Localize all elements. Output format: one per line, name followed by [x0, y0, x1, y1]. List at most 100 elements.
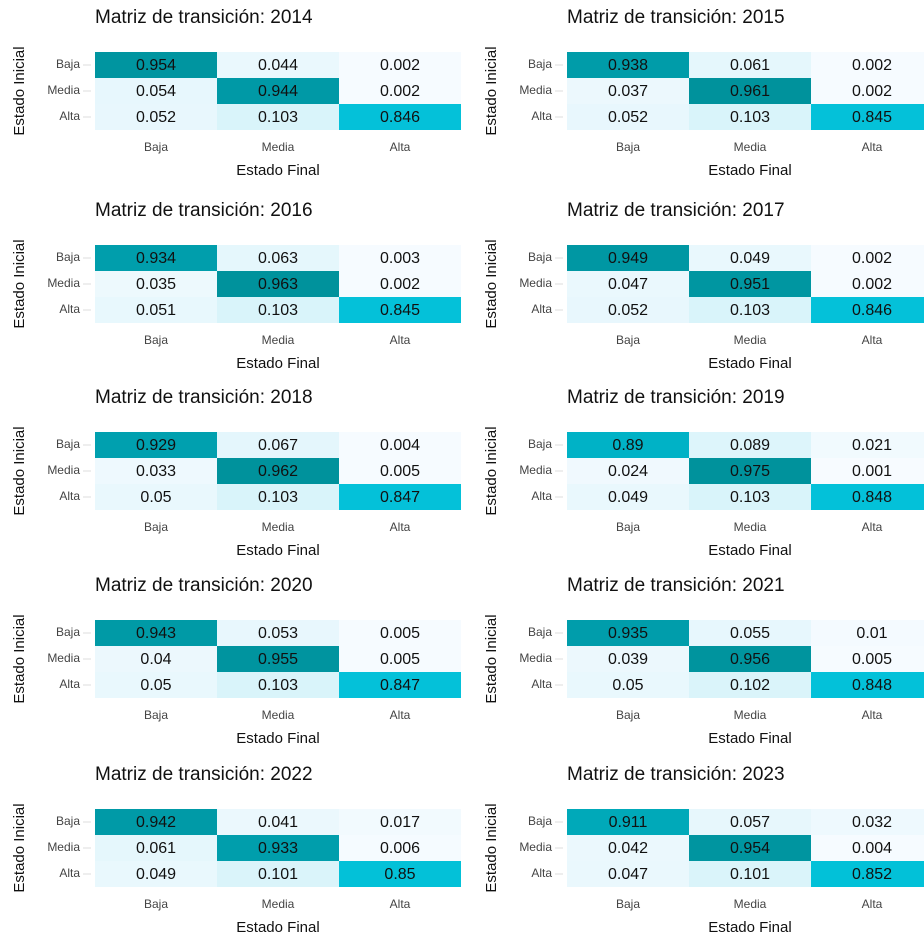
cell-value: 0.006 [380, 840, 420, 857]
panel: Matriz de transición: 2016 Estado Inicial… [11, 200, 461, 372]
y-tick-label: Alta [531, 489, 552, 503]
cell-value: 0.101 [730, 866, 770, 883]
cell [811, 52, 924, 78]
cell-value: 0.103 [730, 489, 770, 506]
x-tick-label: Baja [144, 708, 168, 722]
cell [811, 458, 924, 484]
cell [689, 271, 811, 297]
cell-value: 0.052 [608, 302, 648, 319]
y-tick-label: Alta [531, 302, 552, 316]
x-tick-label: Alta [390, 520, 411, 534]
x-tick-label: Media [734, 897, 767, 911]
panel: Matriz de transición: 2021 Estado Inicial… [483, 575, 924, 747]
cell [689, 620, 811, 646]
cell [339, 835, 461, 861]
cell [567, 78, 689, 104]
x-tick-label: Media [734, 708, 767, 722]
cell [811, 835, 924, 861]
y-tick-label: Alta [59, 302, 80, 316]
cell-value: 0.102 [730, 677, 770, 694]
cell-value: 0.052 [608, 109, 648, 126]
cell-value: 0.002 [380, 83, 420, 100]
cell-value: 0.049 [136, 866, 176, 883]
cell-value: 0.054 [136, 83, 176, 100]
y-tick-label: Baja [528, 57, 552, 71]
cell [95, 809, 217, 835]
x-tick-label: Alta [390, 140, 411, 154]
panel-title: Matriz de transición: 2017 [567, 200, 785, 221]
cell [811, 432, 924, 458]
cell-value: 0.057 [730, 814, 770, 831]
panel-title: Matriz de transición: 2023 [567, 764, 785, 785]
cell [689, 861, 811, 887]
y-tick-label: Baja [56, 814, 80, 828]
x-tick-label: Media [262, 140, 295, 154]
x-axis-label: Estado Final [708, 919, 791, 933]
cell-value: 0.04 [140, 651, 171, 668]
cell-value: 0.962 [258, 463, 298, 480]
cell-value: 0.049 [730, 250, 770, 267]
cell [217, 809, 339, 835]
x-tick-label: Media [734, 333, 767, 347]
cell-value: 0.024 [608, 463, 648, 480]
cell-value: 0.956 [730, 651, 770, 668]
cell-value: 0.847 [380, 677, 420, 694]
panel-title: Matriz de transición: 2021 [567, 575, 785, 596]
cell-value: 0.033 [136, 463, 176, 480]
cell-value: 0.847 [380, 489, 420, 506]
cell [567, 432, 689, 458]
cell-value: 0.005 [380, 625, 420, 642]
y-tick-label: Baja [528, 625, 552, 639]
x-tick-label: Baja [616, 708, 640, 722]
y-tick-label: Baja [528, 250, 552, 264]
cell [811, 78, 924, 104]
cell-value: 0.845 [380, 302, 420, 319]
x-axis-label: Estado Final [708, 355, 791, 372]
cell-value: 0.044 [258, 57, 298, 74]
cell [339, 861, 461, 887]
cell-value: 0.103 [258, 489, 298, 506]
x-axis-label: Estado Final [708, 730, 791, 747]
cell-value: 0.934 [136, 250, 176, 267]
cell [339, 271, 461, 297]
cell [217, 297, 339, 323]
x-tick-label: Media [262, 520, 295, 534]
panel: Matriz de transición: 2018 Estado Inicial… [11, 387, 461, 559]
panel: Matriz de transición: 2023 Estado Inicial… [483, 764, 924, 933]
cell-value: 0.005 [852, 651, 892, 668]
cell-value: 0.103 [730, 109, 770, 126]
cell [567, 458, 689, 484]
x-tick-label: Media [262, 333, 295, 347]
cell-value: 0.021 [852, 437, 892, 454]
x-tick-label: Baja [144, 520, 168, 534]
cell [217, 245, 339, 271]
cell-value: 0.103 [258, 109, 298, 126]
y-tick-label: Media [47, 83, 80, 97]
x-tick-label: Alta [862, 333, 883, 347]
panel: Matriz de transición: 2015 Estado Inicial… [483, 7, 924, 179]
cell-value: 0.004 [380, 437, 420, 454]
cell [811, 484, 924, 510]
y-tick-label: Baja [56, 57, 80, 71]
panel-title: Matriz de transición: 2019 [567, 387, 785, 408]
y-tick-label: Media [47, 840, 80, 854]
x-axis-label: Estado Final [236, 355, 319, 372]
cell [217, 672, 339, 698]
cell-value: 0.002 [852, 250, 892, 267]
cell [689, 484, 811, 510]
cell [689, 297, 811, 323]
y-tick-label: Baja [56, 250, 80, 264]
cell [339, 672, 461, 698]
y-axis-label: Estado Inicial [483, 46, 500, 135]
cell [567, 297, 689, 323]
cell-value: 0.003 [380, 250, 420, 267]
panel-title: Matriz de transición: 2018 [95, 387, 313, 408]
cell [217, 620, 339, 646]
y-tick-label: Media [47, 651, 80, 665]
x-tick-label: Baja [144, 333, 168, 347]
cell [95, 52, 217, 78]
y-tick-label: Baja [528, 437, 552, 451]
cell [567, 646, 689, 672]
cell [95, 104, 217, 130]
cell-value: 0.852 [852, 866, 892, 883]
